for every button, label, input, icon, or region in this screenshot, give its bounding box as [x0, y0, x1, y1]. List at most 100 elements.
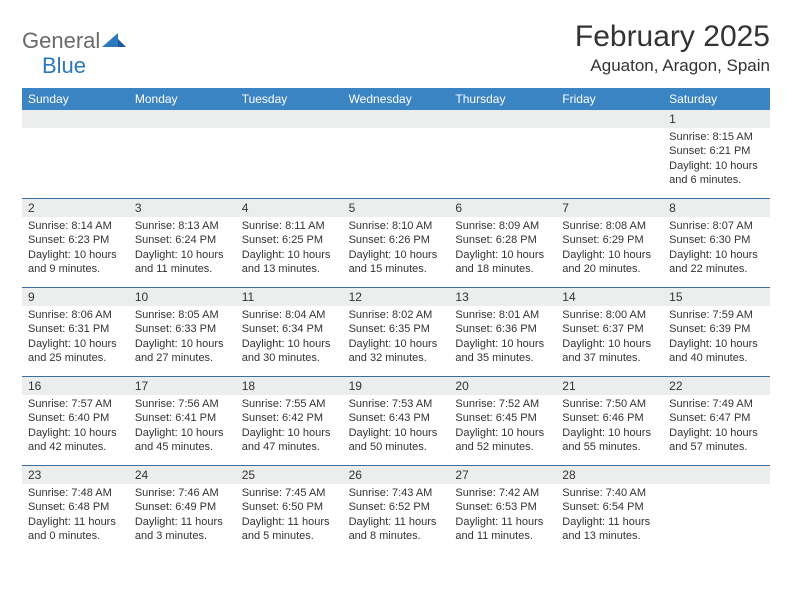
- day-number: 17: [129, 377, 236, 395]
- daylight-text: Daylight: 10 hours and 22 minutes.: [669, 248, 764, 277]
- day-number: 22: [663, 377, 770, 395]
- week-row: 2345678Sunrise: 8:14 AMSunset: 6:23 PMDa…: [22, 199, 770, 288]
- sunset-text: Sunset: 6:41 PM: [135, 411, 230, 425]
- day-cell: Sunrise: 7:55 AMSunset: 6:42 PMDaylight:…: [236, 395, 343, 465]
- day-cell: Sunrise: 8:02 AMSunset: 6:35 PMDaylight:…: [343, 306, 450, 376]
- sunset-text: Sunset: 6:50 PM: [242, 500, 337, 514]
- daylight-text: Daylight: 10 hours and 25 minutes.: [28, 337, 123, 366]
- sunset-text: Sunset: 6:21 PM: [669, 144, 764, 158]
- daylight-text: Daylight: 10 hours and 55 minutes.: [562, 426, 657, 455]
- daylight-text: Daylight: 11 hours and 13 minutes.: [562, 515, 657, 544]
- daylight-text: Daylight: 10 hours and 9 minutes.: [28, 248, 123, 277]
- weekday-header: Wednesday: [343, 88, 450, 110]
- sunrise-text: Sunrise: 8:04 AM: [242, 308, 337, 322]
- day-number: 28: [556, 466, 663, 484]
- sunrise-text: Sunrise: 7:46 AM: [135, 486, 230, 500]
- daylight-text: Daylight: 11 hours and 8 minutes.: [349, 515, 444, 544]
- daylight-text: Daylight: 10 hours and 30 minutes.: [242, 337, 337, 366]
- week-row: 9101112131415Sunrise: 8:06 AMSunset: 6:3…: [22, 288, 770, 377]
- sunrise-text: Sunrise: 8:07 AM: [669, 219, 764, 233]
- day-number: [556, 110, 663, 128]
- day-number: 16: [22, 377, 129, 395]
- sunrise-text: Sunrise: 8:14 AM: [28, 219, 123, 233]
- week-row: 1Sunrise: 8:15 AMSunset: 6:21 PMDaylight…: [22, 110, 770, 199]
- sunrise-text: Sunrise: 7:48 AM: [28, 486, 123, 500]
- daylight-text: Daylight: 10 hours and 52 minutes.: [455, 426, 550, 455]
- day-cell: [556, 128, 663, 198]
- daylight-text: Daylight: 10 hours and 11 minutes.: [135, 248, 230, 277]
- sunset-text: Sunset: 6:33 PM: [135, 322, 230, 336]
- day-number: 13: [449, 288, 556, 306]
- month-title: February 2025: [575, 20, 770, 54]
- daylight-text: Daylight: 11 hours and 0 minutes.: [28, 515, 123, 544]
- location: Aguaton, Aragon, Spain: [575, 56, 770, 76]
- sunset-text: Sunset: 6:36 PM: [455, 322, 550, 336]
- sunset-text: Sunset: 6:54 PM: [562, 500, 657, 514]
- day-cell: Sunrise: 8:04 AMSunset: 6:34 PMDaylight:…: [236, 306, 343, 376]
- day-number: 25: [236, 466, 343, 484]
- sunrise-text: Sunrise: 8:01 AM: [455, 308, 550, 322]
- day-number-band: 2345678: [22, 199, 770, 217]
- day-number: 20: [449, 377, 556, 395]
- day-number-band: 9101112131415: [22, 288, 770, 306]
- sunrise-text: Sunrise: 7:56 AM: [135, 397, 230, 411]
- sunset-text: Sunset: 6:43 PM: [349, 411, 444, 425]
- day-cell: Sunrise: 8:06 AMSunset: 6:31 PMDaylight:…: [22, 306, 129, 376]
- sunset-text: Sunset: 6:46 PM: [562, 411, 657, 425]
- day-number: 1: [663, 110, 770, 128]
- daylight-text: Daylight: 10 hours and 20 minutes.: [562, 248, 657, 277]
- sunrise-text: Sunrise: 7:55 AM: [242, 397, 337, 411]
- weekday-header: Saturday: [663, 88, 770, 110]
- day-number: [22, 110, 129, 128]
- day-cell: [343, 128, 450, 198]
- weekday-header: Sunday: [22, 88, 129, 110]
- day-cell: Sunrise: 8:11 AMSunset: 6:25 PMDaylight:…: [236, 217, 343, 287]
- day-cell: Sunrise: 7:52 AMSunset: 6:45 PMDaylight:…: [449, 395, 556, 465]
- sunset-text: Sunset: 6:40 PM: [28, 411, 123, 425]
- daylight-text: Daylight: 10 hours and 32 minutes.: [349, 337, 444, 366]
- day-data-row: Sunrise: 8:15 AMSunset: 6:21 PMDaylight:…: [22, 128, 770, 198]
- day-number: 7: [556, 199, 663, 217]
- day-number: 18: [236, 377, 343, 395]
- day-data-row: Sunrise: 8:14 AMSunset: 6:23 PMDaylight:…: [22, 217, 770, 287]
- day-cell: [236, 128, 343, 198]
- day-data-row: Sunrise: 7:57 AMSunset: 6:40 PM Daylight:…: [22, 395, 770, 465]
- sunrise-text: Sunrise: 7:57 AM: [28, 397, 123, 411]
- day-number: [129, 110, 236, 128]
- daylight-text: Daylight: 10 hours and 35 minutes.: [455, 337, 550, 366]
- weekday-header: Monday: [129, 88, 236, 110]
- sunrise-text: Sunrise: 8:11 AM: [242, 219, 337, 233]
- day-number: 24: [129, 466, 236, 484]
- sunrise-text: Sunrise: 8:15 AM: [669, 130, 764, 144]
- day-cell: Sunrise: 8:01 AMSunset: 6:36 PMDaylight:…: [449, 306, 556, 376]
- logo-text-part1: General: [22, 28, 100, 54]
- sunset-text: Sunset: 6:30 PM: [669, 233, 764, 247]
- day-cell: Sunrise: 7:49 AMSunset: 6:47 PMDaylight:…: [663, 395, 770, 465]
- day-cell: [449, 128, 556, 198]
- day-data-row: Sunrise: 8:06 AMSunset: 6:31 PMDaylight:…: [22, 306, 770, 376]
- day-cell: [129, 128, 236, 198]
- logo-text-part2-wrap: Blue: [42, 53, 86, 79]
- sunset-text: Sunset: 6:45 PM: [455, 411, 550, 425]
- sunset-text: Sunset: 6:47 PM: [669, 411, 764, 425]
- day-number: 15: [663, 288, 770, 306]
- daylight-text: Daylight: 10 hours and 37 minutes.: [562, 337, 657, 366]
- day-number-band: 1: [22, 110, 770, 128]
- day-number: 10: [129, 288, 236, 306]
- sunset-text: Sunset: 6:23 PM: [28, 233, 123, 247]
- day-cell: Sunrise: 8:07 AMSunset: 6:30 PMDaylight:…: [663, 217, 770, 287]
- daylight-text: Daylight: 10 hours and 45 minutes.: [135, 426, 230, 455]
- day-number: [449, 110, 556, 128]
- weekday-header-row: Sunday Monday Tuesday Wednesday Thursday…: [22, 88, 770, 110]
- day-cell: Sunrise: 7:40 AMSunset: 6:54 PMDaylight:…: [556, 484, 663, 554]
- day-cell: Sunrise: 8:13 AMSunset: 6:24 PMDaylight:…: [129, 217, 236, 287]
- day-number: 12: [343, 288, 450, 306]
- sunrise-text: Sunrise: 7:53 AM: [349, 397, 444, 411]
- day-number: 14: [556, 288, 663, 306]
- day-cell: Sunrise: 8:05 AMSunset: 6:33 PMDaylight:…: [129, 306, 236, 376]
- day-cell: Sunrise: 8:00 AMSunset: 6:37 PMDaylight:…: [556, 306, 663, 376]
- day-number: 4: [236, 199, 343, 217]
- sunset-text: Sunset: 6:29 PM: [562, 233, 657, 247]
- day-cell: Sunrise: 7:48 AMSunset: 6:48 PMDaylight:…: [22, 484, 129, 554]
- sunrise-text: Sunrise: 8:05 AM: [135, 308, 230, 322]
